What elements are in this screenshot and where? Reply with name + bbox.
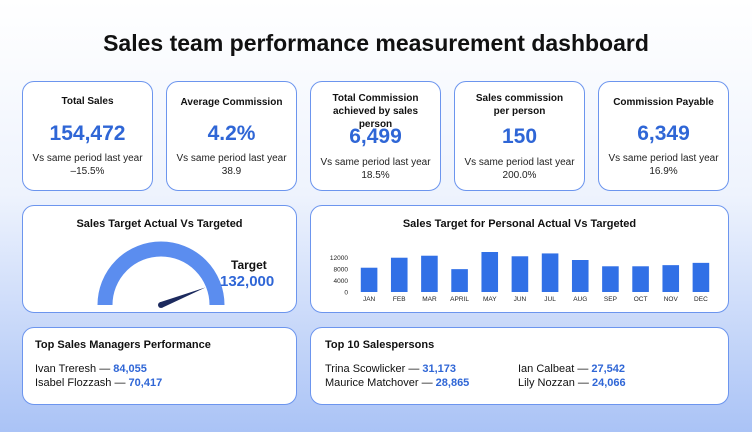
salesperson-value: 24,066 — [591, 377, 626, 389]
bar-sep — [602, 266, 619, 292]
top-managers-card: Top Sales Managers Performance Ivan Trer… — [22, 327, 297, 405]
bar-mar — [421, 255, 438, 292]
gauge-arc — [97, 241, 225, 306]
y-tick-label: 0 — [344, 290, 348, 297]
managers-title: Top Sales Managers Performance — [35, 339, 211, 351]
bar-april — [451, 269, 468, 292]
y-tick-label: 4000 — [334, 278, 349, 285]
kpi-label: Total Commission achieved by sales perso… — [332, 93, 419, 130]
x-tick-label: AUG — [573, 296, 587, 303]
salesperson-value: 28,865 — [435, 377, 470, 389]
x-tick-label: APRIL — [450, 296, 469, 303]
monthly-sales-bar-chart-card: Sales Target for Personal Actual Vs Targ… — [310, 205, 729, 313]
bar-jan — [360, 267, 378, 292]
salespersons-title: Top 10 Salespersons — [325, 339, 435, 351]
kpi-comparison: Vs same period last year 18.5% — [320, 157, 431, 181]
x-tick-label: MAR — [422, 296, 437, 303]
x-tick-label: JAN — [363, 296, 376, 303]
x-tick-label: FEB — [393, 296, 406, 303]
x-tick-label: NOV — [664, 296, 679, 303]
kpi-value: 6,349 — [637, 122, 690, 145]
kpi-comparison: Vs same period last year 38.9 — [176, 153, 287, 177]
manager-name: Isabel Flozzash — — [35, 377, 129, 389]
salesperson-name: Trina Scowlicker — — [325, 363, 423, 375]
kpi-value: 154,472 — [49, 122, 126, 145]
bar-chart-title: Sales Target for Personal Actual Vs Targ… — [402, 218, 637, 230]
kpi-card-commission-payable: Commission Payable 6,349 Vs same period … — [598, 81, 729, 191]
y-tick-label: 8000 — [334, 267, 349, 274]
kpi-label: Total Sales — [61, 96, 114, 107]
x-tick-label: SEP — [604, 296, 617, 303]
page-title: Sales team performance measurement dashb… — [103, 30, 649, 56]
x-tick-label: OCT — [634, 296, 648, 303]
x-tick-label: MAY — [483, 296, 497, 303]
kpi-card-average-commission: Average Commission 4.2% Vs same period l… — [166, 81, 297, 191]
gauge-chart — [97, 241, 225, 308]
manager-row: Ivan Treresh — 84,055 — [35, 363, 147, 375]
kpi-label: Average Commission — [180, 97, 283, 108]
manager-row: Isabel Flozzash — 70,417 — [35, 377, 162, 389]
x-tick-label: DEC — [694, 296, 708, 303]
y-tick-label: 12000 — [330, 255, 348, 262]
gauge-needle — [159, 287, 206, 308]
salesperson-name: Lily Nozzan — — [518, 377, 592, 389]
manager-name: Ivan Treresh — — [35, 363, 114, 375]
x-tick-label: JUL — [544, 296, 556, 303]
gauge-target-value: 132,000 — [220, 273, 275, 290]
kpi-card-commission-per-person: Sales commission per person 150 Vs same … — [454, 81, 585, 191]
sales-target-gauge-card: Sales Target Actual Vs Targeted Target 1… — [22, 205, 297, 313]
gauge-target-label: Target — [231, 258, 267, 272]
kpi-comparison: Vs same period last year –15.5% — [32, 153, 143, 177]
bar-jul — [541, 253, 559, 292]
top-salespersons-card: Top 10 Salespersons Trina Scowlicker — 3… — [310, 327, 729, 405]
kpi-card-total-sales: Total Sales 154,472 Vs same period last … — [22, 81, 153, 191]
salesperson-row: Trina Scowlicker — 31,173 — [325, 363, 456, 375]
salesperson-value: 27,542 — [591, 363, 626, 375]
bar-nov — [662, 265, 680, 292]
bar-oct — [632, 266, 649, 292]
bar-feb — [390, 257, 408, 292]
salesperson-value: 31,173 — [422, 363, 457, 375]
kpi-comparison: Vs same period last year 16.9% — [608, 153, 719, 177]
salesperson-row: Ian Calbeat — 27,542 — [518, 363, 625, 375]
x-tick-label: JUN — [514, 296, 527, 303]
salesperson-row: Lily Nozzan — 24,066 — [518, 377, 626, 389]
salesperson-name: Maurice Matchover — — [325, 377, 436, 389]
bar-dec — [692, 262, 710, 292]
manager-value: 70,417 — [128, 377, 163, 389]
salesperson-name: Ian Calbeat — — [518, 363, 592, 375]
bar-aug — [571, 260, 589, 292]
kpi-label: Commission Payable — [613, 97, 714, 108]
bar-chart: 12000 8000 4000 0 JAN FEB MAR APRIL MAY JUN JUL AUG… — [330, 252, 710, 303]
manager-value: 84,055 — [113, 363, 147, 375]
kpi-value: 6,499 — [349, 125, 402, 148]
bar-jun — [511, 256, 529, 292]
salesperson-row: Maurice Matchover — 28,865 — [325, 377, 469, 389]
kpi-value: 4.2% — [207, 122, 256, 145]
kpi-comparison: Vs same period last year 200.0% — [464, 157, 575, 181]
gauge-title: Sales Target Actual Vs Targeted — [76, 218, 243, 230]
gauge-hub — [158, 302, 164, 308]
kpi-card-total-commission: Total Commission achieved by sales perso… — [310, 81, 441, 191]
kpi-label: Sales commission per person — [475, 93, 564, 117]
kpi-value: 150 — [501, 125, 538, 148]
bar-may — [481, 252, 499, 292]
